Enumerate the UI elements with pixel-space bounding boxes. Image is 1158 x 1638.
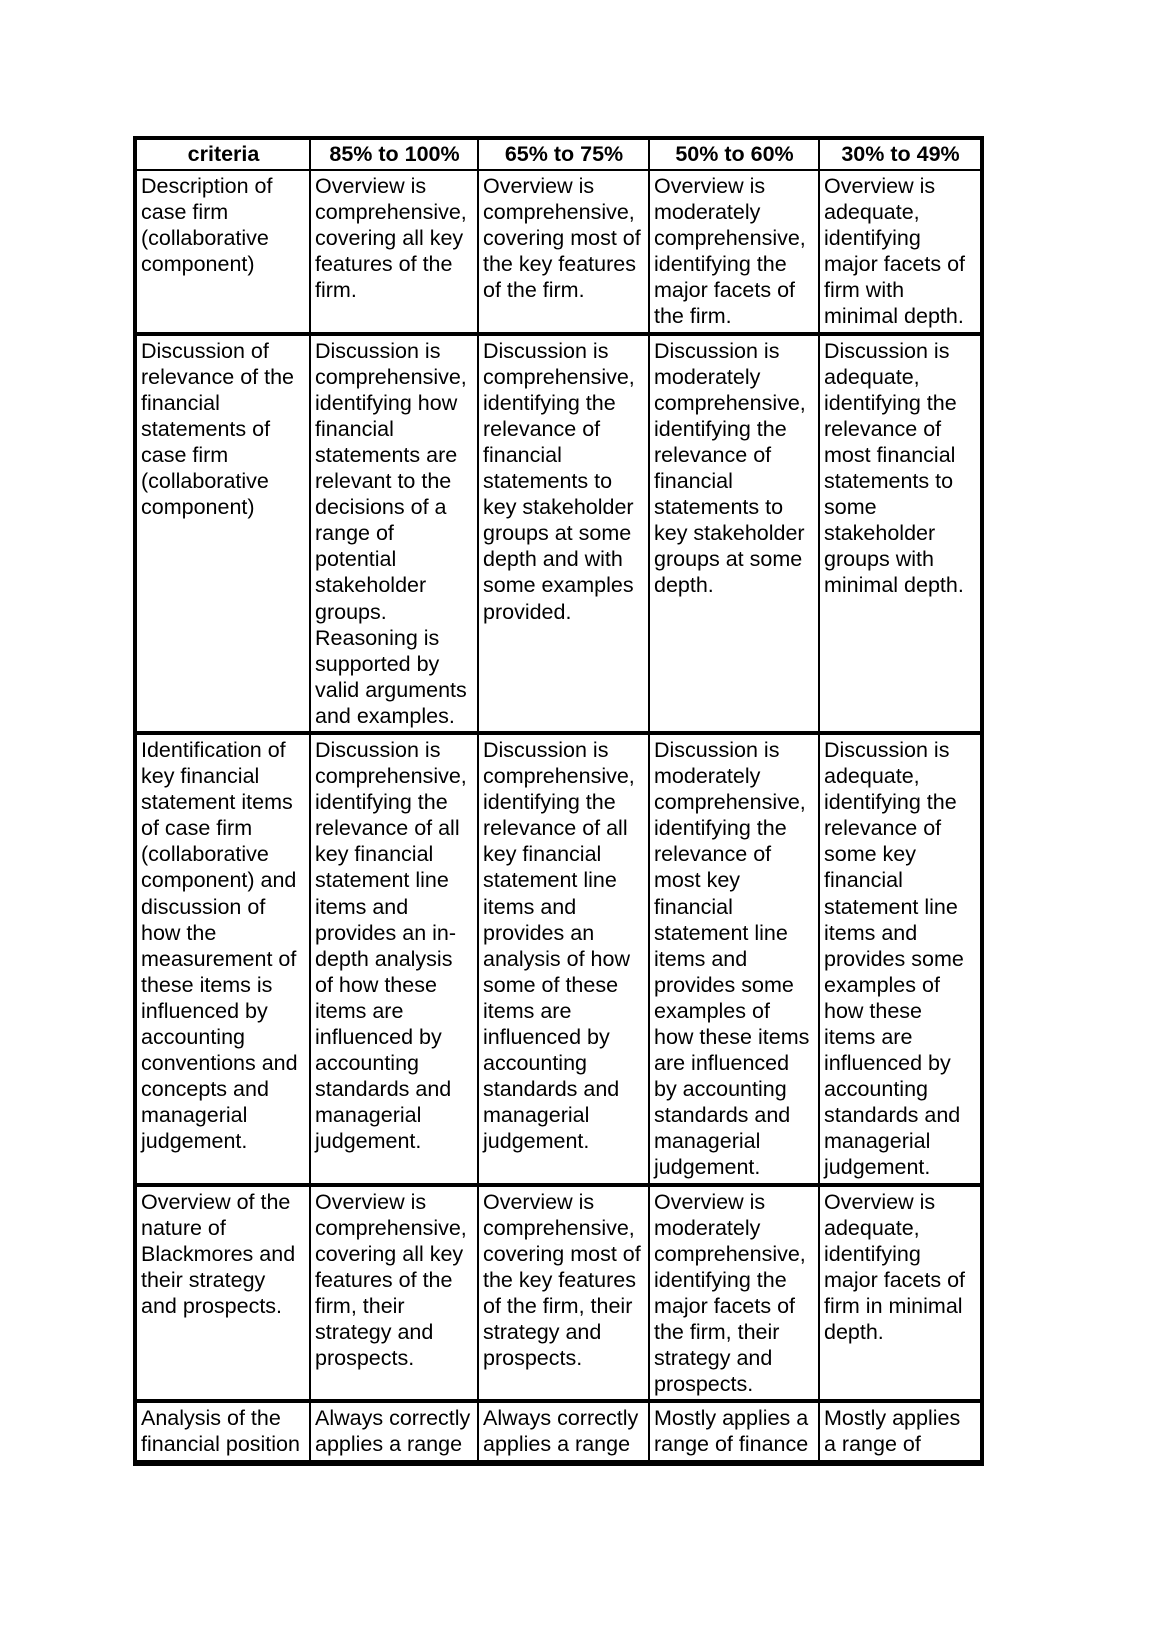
cell-band-85-100: Overview is comprehensive, covering all … bbox=[310, 1183, 478, 1401]
cell-band-85-100: Overview is comprehensive, covering all … bbox=[310, 170, 478, 333]
table-header: criteria 85% to 100% 65% to 75% 50% to 6… bbox=[136, 139, 981, 170]
cell-band-50-60: Mostly applies a range of finance bbox=[649, 1400, 819, 1463]
column-header-band-65-75: 65% to 75% bbox=[478, 139, 649, 170]
cell-band-50-60: Discussion is moderately comprehensive, … bbox=[649, 731, 819, 1184]
cell-criteria: Description of case firm (collaborative … bbox=[136, 170, 310, 333]
cell-band-65-75: Always correctly applies a range bbox=[478, 1400, 649, 1463]
cell-band-30-49: Discussion is adequate, identifying the … bbox=[819, 332, 981, 732]
cell-band-85-100: Always correctly applies a range bbox=[310, 1400, 478, 1463]
cell-band-30-49: Overview is adequate, identifying major … bbox=[819, 170, 981, 333]
cell-band-85-100: Discussion is comprehensive, identifying… bbox=[310, 731, 478, 1184]
cell-criteria: Identification of key financial statemen… bbox=[136, 731, 310, 1184]
table-body: Description of case firm (collaborative … bbox=[136, 170, 981, 1463]
cell-criteria: Analysis of the financial position bbox=[136, 1400, 310, 1463]
table-row: Identification of key financial statemen… bbox=[136, 731, 981, 1184]
table-row: Description of case firm (collaborative … bbox=[136, 170, 981, 333]
cell-band-65-75: Discussion is comprehensive, identifying… bbox=[478, 731, 649, 1184]
column-header-band-85-100: 85% to 100% bbox=[310, 139, 478, 170]
cell-band-30-49: Overview is adequate, identifying major … bbox=[819, 1183, 981, 1401]
table-row: Analysis of the financial position Alway… bbox=[136, 1400, 981, 1463]
table-row: Discussion of relevance of the financial… bbox=[136, 332, 981, 732]
cell-band-65-75: Overview is comprehensive, covering most… bbox=[478, 170, 649, 333]
cell-band-50-60: Overview is moderately comprehensive, id… bbox=[649, 170, 819, 333]
column-header-band-30-49: 30% to 49% bbox=[819, 139, 981, 170]
cell-band-50-60: Overview is moderately comprehensive, id… bbox=[649, 1183, 819, 1401]
table-row: Overview of the nature of Blackmores and… bbox=[136, 1183, 981, 1401]
marking-criteria-rubric-table: criteria 85% to 100% 65% to 75% 50% to 6… bbox=[133, 136, 984, 1466]
cell-band-85-100: Discussion is comprehensive, identifying… bbox=[310, 332, 478, 732]
column-header-band-50-60: 50% to 60% bbox=[649, 139, 819, 170]
cell-band-65-75: Overview is comprehensive, covering most… bbox=[478, 1183, 649, 1401]
cell-criteria: Discussion of relevance of the financial… bbox=[136, 332, 310, 732]
cell-criteria: Overview of the nature of Blackmores and… bbox=[136, 1183, 310, 1401]
rubric-table-container: criteria 85% to 100% 65% to 75% 50% to 6… bbox=[133, 136, 984, 1466]
cell-band-30-49: Discussion is adequate, identifying the … bbox=[819, 731, 981, 1184]
cell-band-50-60: Discussion is moderately comprehensive, … bbox=[649, 332, 819, 732]
cell-band-30-49: Mostly applies a range of bbox=[819, 1400, 981, 1463]
column-header-criteria: criteria bbox=[136, 139, 310, 170]
header-row: criteria 85% to 100% 65% to 75% 50% to 6… bbox=[136, 139, 981, 170]
cell-band-65-75: Discussion is comprehensive, identifying… bbox=[478, 332, 649, 732]
